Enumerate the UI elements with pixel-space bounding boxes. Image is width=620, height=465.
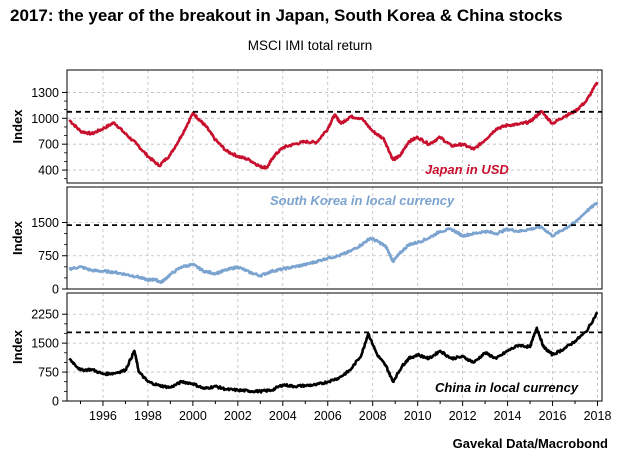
panel-china: 0 750 1500 2250 Index China in local currency [10, 292, 603, 409]
x-tick-label: 1998 [134, 409, 162, 423]
x-tick-label: 2012 [449, 409, 477, 423]
panel-frame [66, 292, 603, 402]
x-tick-label: 1996 [89, 409, 117, 423]
series-line-japan [68, 81, 599, 170]
chart-subtitle: MSCI IMI total return [247, 38, 373, 53]
x-tick-label: 2000 [179, 409, 207, 423]
x-tick-label: 2004 [269, 409, 297, 423]
x-tick-label: 2010 [404, 409, 432, 423]
y-tick-label: 2250 [31, 308, 59, 322]
y-axis-label: Index [10, 329, 25, 364]
y-tick-label: 400 [38, 164, 59, 178]
y-axis-label: Index [10, 220, 25, 255]
x-tick-label: 2018 [584, 409, 612, 423]
panel-korea: 0 750 1500 Index South Korea in local curren… [10, 186, 603, 297]
source-credit: Gavekal Data/Macrobond [452, 436, 608, 451]
x-tick-label: 2006 [314, 409, 342, 423]
chart-title: 2017: the year of the breakout in Japan,… [10, 6, 563, 25]
y-tick-label: 1500 [31, 216, 59, 230]
y-tick-label: 750 [38, 249, 59, 263]
y-tick-label: 750 [38, 366, 59, 380]
panel-japan: 400 700 1000 1300 Index Japan in USD [10, 69, 603, 184]
panel-frame [66, 186, 603, 290]
y-tick-label: 1000 [31, 112, 59, 126]
x-tick-label: 2002 [224, 409, 252, 423]
series-label-japan: Japan in USD [425, 162, 509, 177]
x-tick-label: 2014 [494, 409, 522, 423]
y-tick-label: 0 [52, 395, 59, 409]
series-label-korea: South Korea in local currency [270, 193, 455, 208]
y-tick-label: 0 [52, 283, 59, 297]
series-line-korea [68, 201, 599, 285]
x-axis: 1996 1998 2000 2002 2004 2006 2008 2010 2012 2014… [79, 401, 612, 423]
series-label-china: China in local currency [435, 380, 579, 395]
panel-frame [66, 69, 603, 184]
y-tick-label: 700 [38, 138, 59, 152]
y-tick-label: 1300 [31, 86, 59, 100]
series-line-china [68, 311, 599, 394]
y-tick-label: 1500 [31, 337, 59, 351]
x-tick-label: 2008 [359, 409, 387, 423]
y-axis-label: Index [10, 109, 25, 144]
x-tick-label: 2016 [539, 409, 567, 423]
